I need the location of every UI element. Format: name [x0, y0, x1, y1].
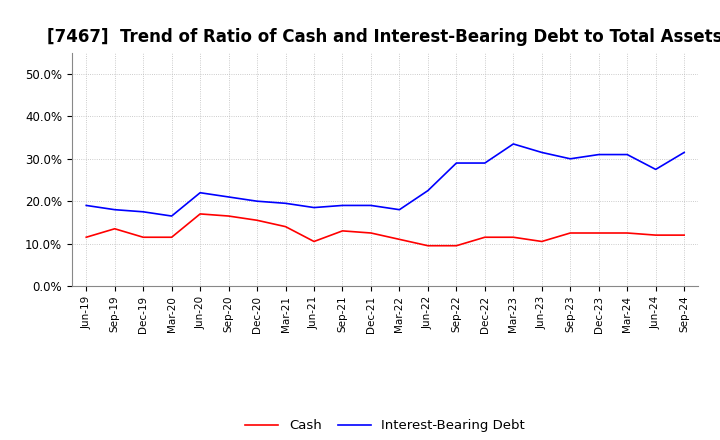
Interest-Bearing Debt: [537, 150, 546, 155]
Interest-Bearing Debt: [253, 198, 261, 204]
Interest-Bearing Debt: [139, 209, 148, 214]
Cash: [366, 231, 375, 236]
Interest-Bearing Debt: [82, 203, 91, 208]
Cash: [225, 213, 233, 219]
Interest-Bearing Debt: [338, 203, 347, 208]
Cash: [652, 232, 660, 238]
Interest-Bearing Debt: [623, 152, 631, 157]
Legend: Cash, Interest-Bearing Debt: Cash, Interest-Bearing Debt: [240, 414, 530, 437]
Interest-Bearing Debt: [110, 207, 119, 213]
Interest-Bearing Debt: [310, 205, 318, 210]
Interest-Bearing Debt: [225, 194, 233, 200]
Cash: [196, 211, 204, 216]
Line: Interest-Bearing Debt: Interest-Bearing Debt: [86, 144, 684, 216]
Cash: [253, 218, 261, 223]
Cash: [282, 224, 290, 229]
Cash: [537, 239, 546, 244]
Interest-Bearing Debt: [282, 201, 290, 206]
Cash: [110, 226, 119, 231]
Cash: [167, 235, 176, 240]
Interest-Bearing Debt: [595, 152, 603, 157]
Cash: [566, 231, 575, 236]
Cash: [82, 235, 91, 240]
Interest-Bearing Debt: [680, 150, 688, 155]
Cash: [310, 239, 318, 244]
Line: Cash: Cash: [86, 214, 684, 246]
Interest-Bearing Debt: [167, 213, 176, 219]
Interest-Bearing Debt: [366, 203, 375, 208]
Interest-Bearing Debt: [452, 161, 461, 166]
Interest-Bearing Debt: [480, 161, 489, 166]
Cash: [395, 237, 404, 242]
Cash: [480, 235, 489, 240]
Interest-Bearing Debt: [509, 141, 518, 147]
Title: [7467]  Trend of Ratio of Cash and Interest-Bearing Debt to Total Assets: [7467] Trend of Ratio of Cash and Intere…: [48, 28, 720, 46]
Cash: [680, 232, 688, 238]
Cash: [452, 243, 461, 248]
Cash: [338, 228, 347, 234]
Cash: [423, 243, 432, 248]
Interest-Bearing Debt: [566, 156, 575, 161]
Interest-Bearing Debt: [652, 167, 660, 172]
Cash: [595, 231, 603, 236]
Cash: [509, 235, 518, 240]
Interest-Bearing Debt: [423, 188, 432, 193]
Interest-Bearing Debt: [196, 190, 204, 195]
Interest-Bearing Debt: [395, 207, 404, 213]
Cash: [623, 231, 631, 236]
Cash: [139, 235, 148, 240]
